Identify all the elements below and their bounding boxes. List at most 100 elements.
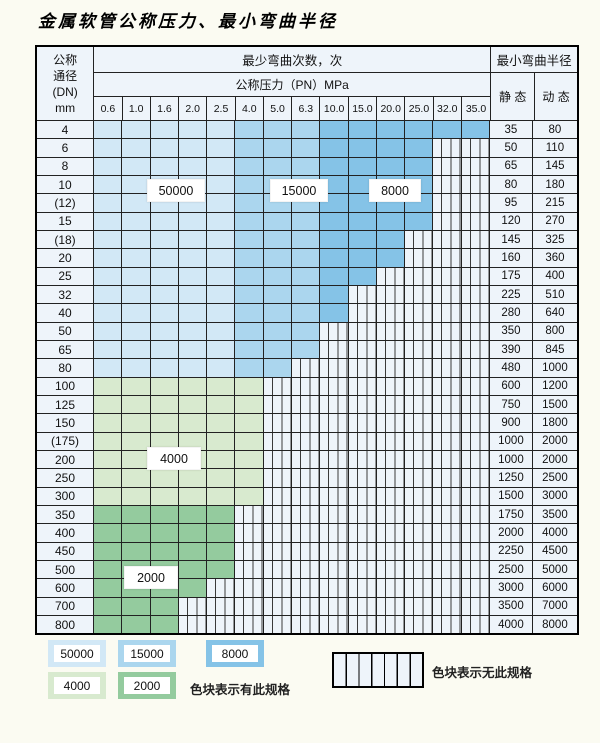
- pressure-value-row: 0.6 1.0 1.6 2.0 2.5 4.0 5.0 6.3 10.0 15.0 20.0 25.0…: [94, 97, 491, 120]
- no-spec-cell: [291, 579, 321, 597]
- spec-cell-b2: [263, 212, 292, 230]
- no-spec-cell: [405, 377, 434, 395]
- table-row: 150 900 1800: [37, 414, 577, 433]
- no-spec-cell: [461, 340, 490, 359]
- no-spec-cell: [461, 322, 490, 340]
- legend-swatch-value: 4000: [54, 677, 100, 694]
- no-spec-cell: [433, 230, 462, 249]
- no-spec-cell: [433, 524, 462, 542]
- dn-cell: 10: [37, 175, 94, 194]
- no-spec-cell: [348, 542, 377, 560]
- dynamic-radius-cell: 5000: [532, 560, 577, 579]
- no-spec-cell: [461, 377, 490, 395]
- spec-cell-b1: [150, 249, 179, 267]
- spec-cell-b1: [150, 304, 179, 322]
- table-row: 40 280 640: [37, 304, 577, 323]
- spec-cell-b2: [235, 139, 264, 157]
- spec-cell-b2: [235, 340, 264, 359]
- pressure-header-cell: 0.6: [94, 97, 123, 120]
- spec-cell-b3: [320, 285, 349, 304]
- dynamic-radius-cell: 640: [532, 304, 577, 322]
- radius-header: 最小弯曲半径: [491, 47, 577, 73]
- spec-cell-g1: [235, 414, 264, 432]
- spec-cell-b3: [348, 267, 377, 285]
- spec-cell-b2: [235, 267, 264, 285]
- no-spec-cell: [405, 542, 434, 560]
- spec-cell-b1: [150, 139, 179, 157]
- dn-cell: 350: [37, 505, 94, 524]
- spec-cell-g1: [178, 395, 208, 414]
- no-spec-cell: [461, 524, 490, 542]
- no-spec-cell: [433, 175, 462, 194]
- dn-cell: 15: [37, 212, 94, 230]
- no-spec-cell: [207, 579, 236, 597]
- no-spec-cell: [207, 615, 236, 634]
- spec-cell-b3: [348, 212, 377, 230]
- spec-cell-b3: [320, 157, 349, 175]
- static-radius-cell: 3500: [489, 597, 533, 615]
- spec-cell-g1: [207, 377, 236, 395]
- spec-cell-g2: [178, 524, 208, 542]
- dn-cell: 6: [37, 139, 94, 157]
- table-header: 公称 通径 (DN) mm 最少弯曲次数，次 公称压力（PN）MPa 0.6 1.…: [37, 47, 577, 121]
- no-spec-cell: [291, 542, 321, 560]
- spec-cell-g1: [122, 487, 151, 505]
- no-spec-cell: [376, 322, 406, 340]
- spec-cell-g1: [235, 395, 264, 414]
- no-spec-cell: [320, 579, 349, 597]
- no-spec-cell: [405, 285, 434, 304]
- no-spec-cell: [207, 597, 236, 615]
- no-spec-cell: [320, 432, 349, 450]
- spec-cell-b2: [291, 340, 321, 359]
- spec-cell-b2: [235, 322, 264, 340]
- no-spec-cell: [461, 615, 490, 634]
- no-spec-cell: [433, 249, 462, 267]
- no-spec-cell: [320, 469, 349, 487]
- dn-cell: 4: [37, 121, 94, 139]
- static-radius-cell: 160: [489, 249, 533, 267]
- spec-cell-b1: [94, 230, 123, 249]
- spec-cell-b1: [207, 267, 236, 285]
- spec-cell-g1: [178, 487, 208, 505]
- no-spec-cell: [348, 579, 377, 597]
- no-spec-cell: [348, 414, 377, 432]
- spec-cell-g2: [178, 542, 208, 560]
- no-spec-cell: [348, 395, 377, 414]
- no-spec-cell: [405, 230, 434, 249]
- spec-cell-g1: [235, 432, 264, 450]
- spec-cell-g2: [207, 505, 236, 524]
- no-spec-cell: [376, 267, 406, 285]
- spec-cell-b2: [263, 340, 292, 359]
- zone-value-label: 15000: [270, 179, 328, 202]
- static-radius-cell: 480: [489, 359, 533, 377]
- spec-cell-b1: [178, 121, 208, 139]
- spec-cell-g2: [94, 560, 123, 579]
- no-spec-cell: [405, 579, 434, 597]
- static-radius-cell: 350: [489, 322, 533, 340]
- spec-cell-b1: [122, 139, 151, 157]
- no-spec-cell: [461, 505, 490, 524]
- no-spec-cell: [263, 505, 292, 524]
- spec-cell-b1: [178, 340, 208, 359]
- spec-cell-g1: [94, 395, 123, 414]
- no-spec-cell: [461, 175, 490, 194]
- no-spec-cell: [291, 487, 321, 505]
- spec-cell-g2: [207, 560, 236, 579]
- spec-cell-b2: [291, 121, 321, 139]
- no-spec-cell: [461, 432, 490, 450]
- no-spec-cell: [235, 615, 264, 634]
- static-radius-cell: 95: [489, 194, 533, 212]
- spec-cell-b2: [291, 157, 321, 175]
- spec-cell-b2: [235, 249, 264, 267]
- no-spec-cell: [320, 597, 349, 615]
- no-spec-cell: [461, 157, 490, 175]
- dynamic-radius-cell: 80: [532, 121, 577, 139]
- table-row: 700 3500 7000: [37, 597, 577, 616]
- static-radius-cell: 175: [489, 267, 533, 285]
- no-spec-cell: [291, 395, 321, 414]
- spec-cell-b1: [122, 249, 151, 267]
- spec-cell-b1: [122, 194, 151, 212]
- dynamic-radius-cell: 1800: [532, 414, 577, 432]
- dynamic-radius-cell: 7000: [532, 597, 577, 615]
- pressure-header-cell: 6.3: [292, 97, 321, 120]
